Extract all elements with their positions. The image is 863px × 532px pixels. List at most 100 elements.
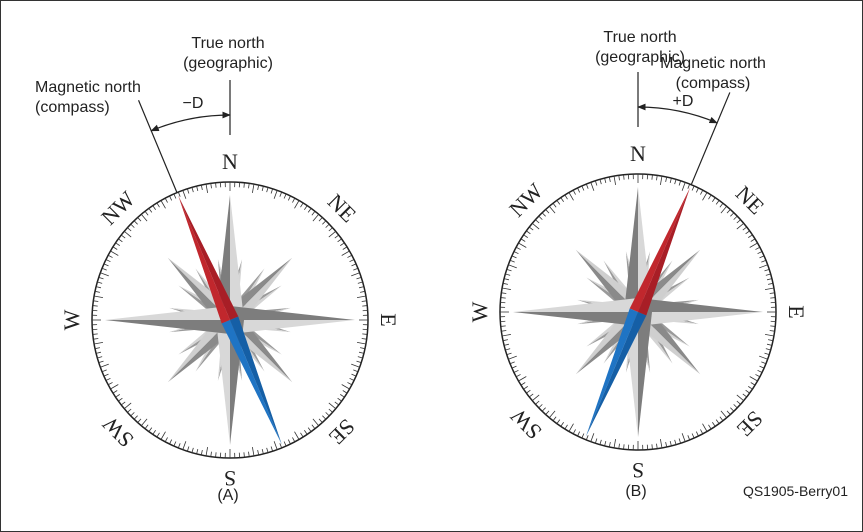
tick — [266, 187, 269, 193]
tick — [362, 305, 368, 307]
tick — [708, 424, 712, 430]
tick — [342, 246, 348, 250]
tick — [730, 212, 735, 217]
declination-arc — [150, 111, 231, 132]
tick — [501, 330, 507, 332]
true-north-label: True north — [191, 35, 264, 52]
declination-label: +D — [673, 93, 694, 110]
tick — [182, 441, 187, 450]
tick — [140, 418, 148, 426]
tick — [545, 209, 550, 214]
tick — [200, 450, 203, 456]
tick — [279, 191, 283, 197]
tick — [509, 259, 515, 263]
tick — [205, 446, 208, 456]
tick — [518, 376, 527, 382]
tick — [604, 178, 607, 184]
tick — [349, 259, 355, 263]
direction-label: S — [632, 458, 644, 483]
tick — [98, 276, 104, 280]
direction-label: W — [59, 309, 84, 330]
tick — [362, 333, 368, 335]
tick — [360, 347, 366, 350]
tick — [750, 238, 756, 242]
tick — [304, 205, 308, 210]
tick — [127, 408, 132, 413]
rose-point — [624, 187, 638, 312]
magnetic-north-line — [137, 100, 178, 193]
tick — [248, 451, 250, 457]
magnetic-north-label: Magnetic north — [660, 55, 766, 72]
tick — [623, 174, 625, 180]
tick — [755, 246, 761, 250]
tick — [599, 439, 602, 445]
tick — [594, 438, 598, 444]
tick — [103, 263, 109, 267]
tick — [93, 300, 99, 302]
tick — [585, 183, 589, 189]
tick — [577, 187, 581, 193]
tick — [500, 297, 506, 299]
needle-south — [585, 308, 638, 437]
tick — [726, 410, 731, 415]
tick — [572, 429, 576, 435]
tick — [687, 435, 691, 441]
tick — [736, 219, 741, 224]
tick — [294, 200, 300, 209]
tick — [736, 400, 741, 405]
tick — [768, 339, 774, 342]
tick — [564, 424, 568, 430]
tick — [568, 192, 574, 201]
tick — [152, 205, 156, 210]
tick — [502, 287, 512, 290]
needle-north — [178, 195, 230, 324]
rose-point — [105, 306, 230, 320]
tick — [328, 227, 333, 232]
tick — [515, 374, 521, 378]
tick — [715, 200, 720, 205]
tick — [312, 418, 320, 426]
tick — [318, 418, 323, 423]
direction-label: E — [784, 305, 809, 318]
tick — [160, 431, 166, 440]
tick — [665, 442, 668, 448]
tick — [715, 419, 720, 424]
tick — [144, 424, 149, 429]
tick — [356, 295, 366, 298]
tick — [200, 184, 203, 190]
tick — [105, 259, 111, 263]
rose-point — [513, 312, 638, 326]
tick — [759, 255, 765, 259]
tick — [148, 427, 153, 432]
tick — [164, 437, 168, 443]
tick — [608, 176, 611, 182]
tick — [590, 182, 595, 191]
rose-point — [105, 320, 230, 334]
tick — [357, 356, 363, 359]
tick — [538, 215, 543, 220]
tick — [681, 433, 686, 442]
tick — [526, 389, 531, 394]
tick — [768, 282, 774, 285]
tick — [94, 342, 104, 345]
tick — [556, 419, 561, 424]
tick — [613, 176, 616, 186]
tick — [273, 441, 278, 450]
tick — [94, 347, 100, 350]
tick — [581, 185, 585, 191]
tick — [334, 401, 339, 406]
tick — [733, 215, 738, 220]
tick — [97, 356, 103, 359]
tick — [311, 424, 316, 429]
tick — [152, 430, 156, 435]
tick — [513, 369, 519, 373]
tick — [572, 189, 576, 195]
needle-south — [585, 312, 647, 437]
tick — [121, 401, 126, 406]
tick — [337, 397, 342, 402]
tick — [266, 447, 269, 453]
tick — [669, 178, 672, 184]
tick — [730, 407, 735, 412]
tick — [764, 287, 774, 290]
tick — [529, 226, 534, 231]
